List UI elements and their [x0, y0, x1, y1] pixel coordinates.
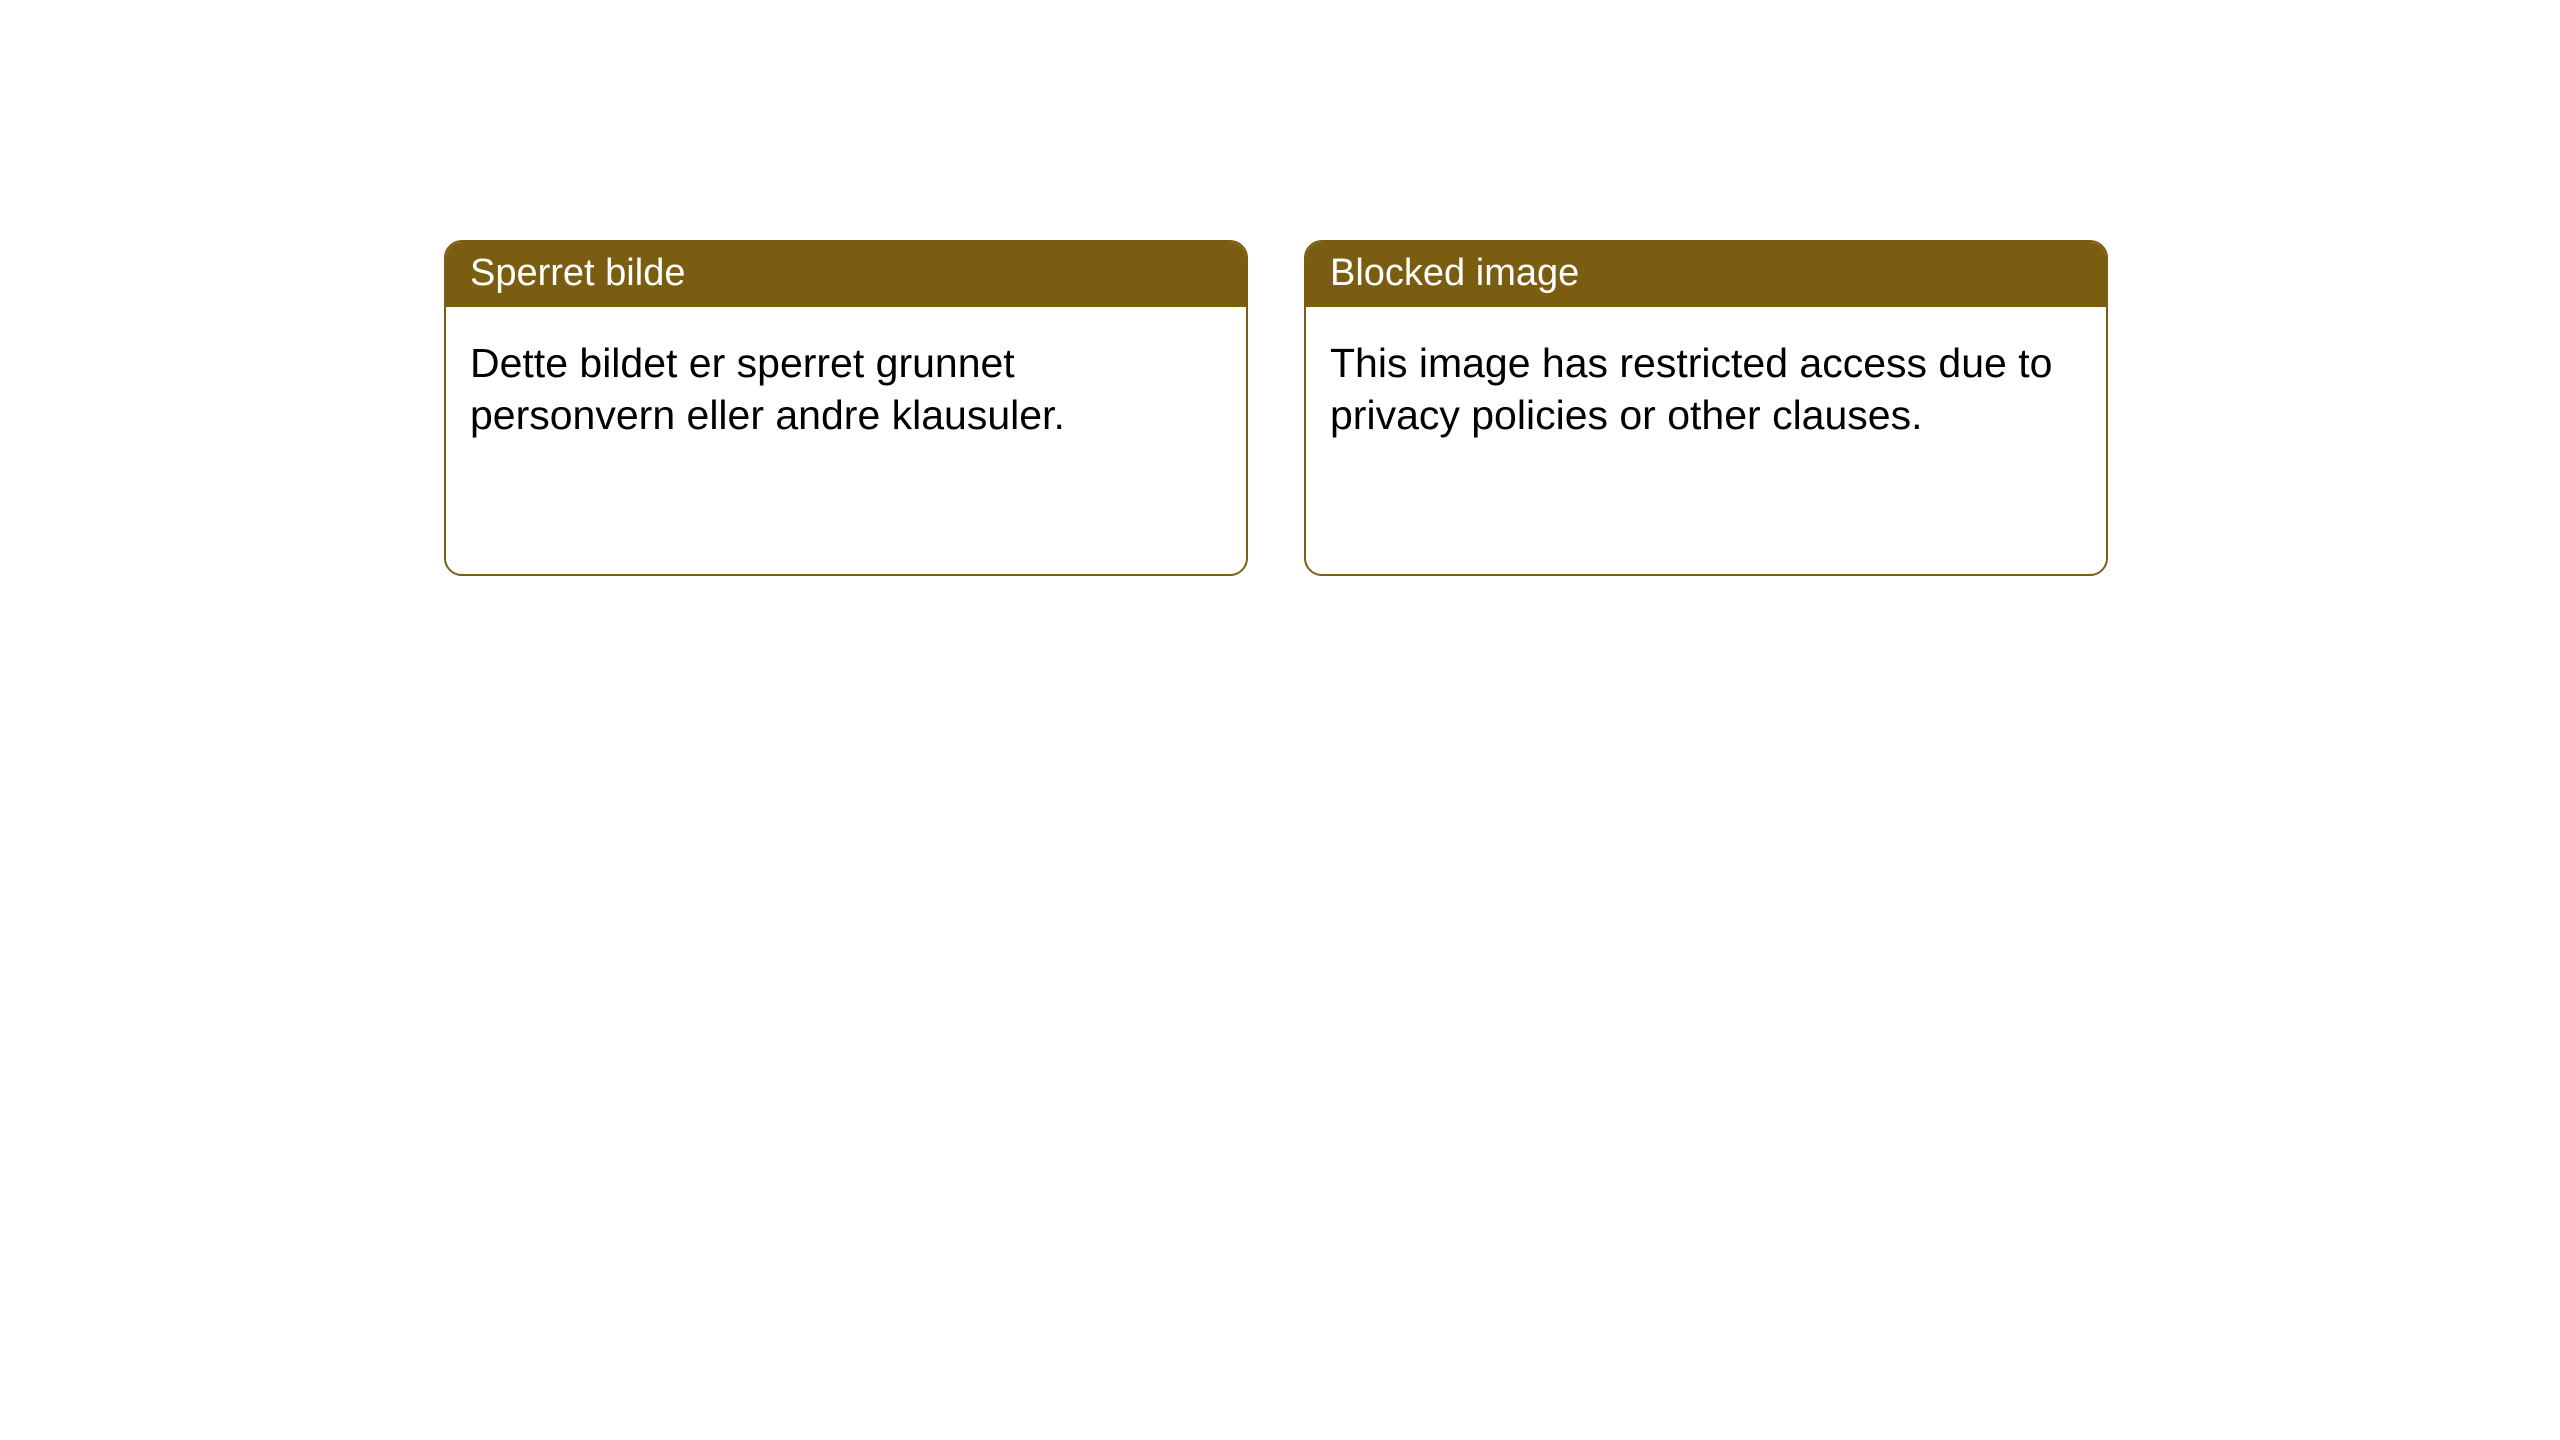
notice-card-header: Sperret bilde	[446, 242, 1246, 307]
notice-title: Blocked image	[1330, 252, 1579, 294]
notice-card-norwegian: Sperret bilde Dette bildet er sperret gr…	[444, 240, 1248, 576]
notice-title: Sperret bilde	[470, 252, 685, 294]
notice-container: Sperret bilde Dette bildet er sperret gr…	[0, 0, 2560, 576]
notice-card-body: This image has restricted access due to …	[1306, 307, 2106, 574]
notice-body-text: Dette bildet er sperret grunnet personve…	[470, 340, 1065, 438]
notice-card-english: Blocked image This image has restricted …	[1304, 240, 2108, 576]
notice-card-body: Dette bildet er sperret grunnet personve…	[446, 307, 1246, 574]
notice-card-header: Blocked image	[1306, 242, 2106, 307]
notice-body-text: This image has restricted access due to …	[1330, 340, 2052, 438]
